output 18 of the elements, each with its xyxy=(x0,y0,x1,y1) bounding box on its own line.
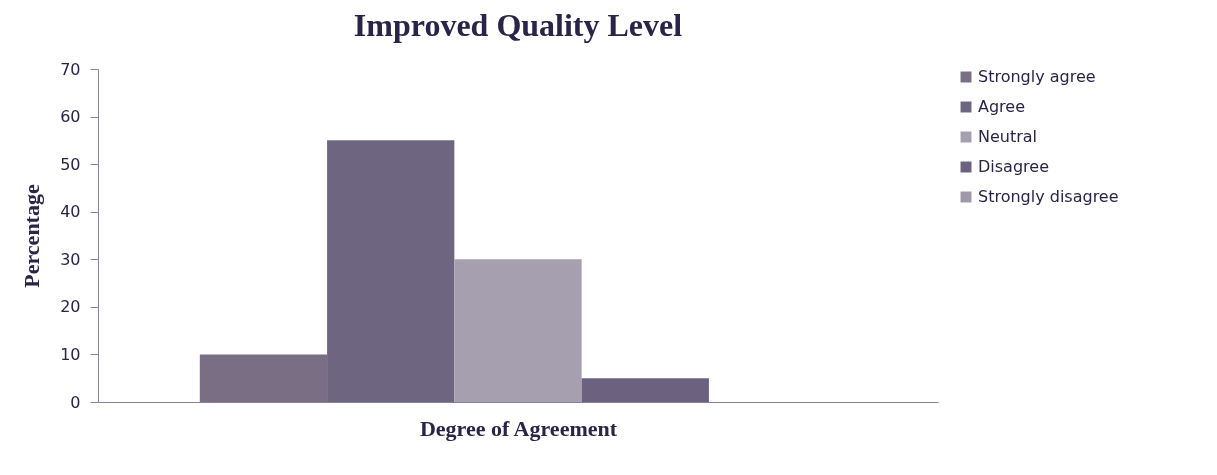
bar xyxy=(454,259,582,402)
chart-title: Improved Quality Level xyxy=(353,7,683,43)
legend-label: Strongly agree xyxy=(978,67,1096,86)
y-tick-label: 20 xyxy=(60,297,81,317)
y-tick-label: 40 xyxy=(60,202,81,222)
legend-label: Disagree xyxy=(978,157,1049,176)
y-tick-label: 10 xyxy=(60,344,81,364)
y-tick-label: 50 xyxy=(60,154,81,174)
legend-label: Neutral xyxy=(978,127,1038,146)
legend-label: Agree xyxy=(978,97,1026,116)
y-tick-label: 60 xyxy=(60,107,81,127)
y-axis-title: Percentage xyxy=(19,184,45,288)
legend-label: Strongly disagree xyxy=(978,187,1119,206)
y-tick-label: 70 xyxy=(60,59,81,79)
y-tick-label: 30 xyxy=(60,249,81,269)
x-axis-title: Degree of Agreement xyxy=(419,415,618,441)
y-tick-label: 0 xyxy=(70,392,81,412)
bar xyxy=(581,378,709,402)
